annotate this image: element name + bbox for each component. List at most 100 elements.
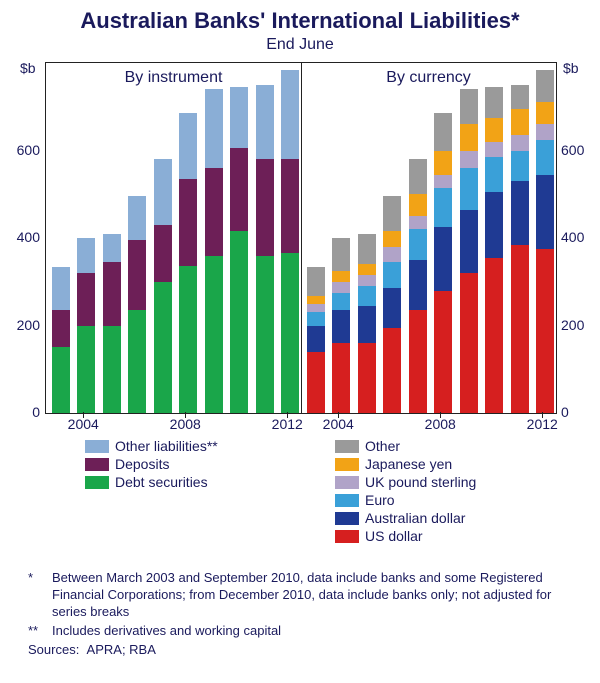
bar-segment <box>434 188 452 227</box>
bar-segment <box>52 310 70 347</box>
bar-segment <box>358 234 376 265</box>
bar-segment <box>128 196 146 240</box>
bar-segment <box>205 89 223 168</box>
bar-segment <box>409 216 427 229</box>
bar-segment <box>154 225 172 282</box>
bar-segment <box>332 310 350 343</box>
y-tick-label: 0 <box>8 404 40 420</box>
bar-segment <box>103 326 121 414</box>
bar-segment <box>536 140 554 175</box>
bar-segment <box>409 194 427 216</box>
legend-swatch <box>335 458 359 471</box>
bar-segment <box>511 151 529 182</box>
bar-segment <box>434 175 452 188</box>
y-tick-label: 200 <box>561 317 600 333</box>
bar-segment <box>154 159 172 225</box>
x-tick-label: 2012 <box>517 416 567 432</box>
bar-segment <box>128 240 146 310</box>
bar-segment <box>179 113 197 179</box>
bar-segment <box>536 249 554 413</box>
legend-swatch <box>335 440 359 453</box>
chart-subtitle: End June <box>0 36 600 54</box>
bar-segment <box>358 306 376 343</box>
bar-segment <box>383 196 401 231</box>
bar-segment <box>256 256 274 414</box>
legend-item: UK pound sterling <box>335 474 476 490</box>
bar-segment <box>511 245 529 413</box>
bar-segment <box>128 310 146 413</box>
legend-label: Other <box>365 438 400 454</box>
bar-segment <box>536 175 554 249</box>
legend-swatch <box>335 476 359 489</box>
legend-item: Debt securities <box>85 474 218 490</box>
bar-segment <box>205 256 223 414</box>
y-tick-label: 600 <box>8 142 40 158</box>
bar-segment <box>536 124 554 139</box>
legend-swatch <box>335 530 359 543</box>
chart-container: Australian Banks' International Liabilit… <box>0 0 600 683</box>
bar-segment <box>485 258 503 413</box>
bar-segment <box>383 247 401 262</box>
bar-segment <box>434 151 452 175</box>
legend-item: Japanese yen <box>335 456 476 472</box>
bar-segment <box>434 291 452 414</box>
bar-segment <box>256 159 274 255</box>
bar-segment <box>281 253 299 413</box>
bar-segment <box>460 273 478 413</box>
sources: Sources: APRA; RBA <box>28 642 578 659</box>
bar-segment <box>307 326 325 352</box>
y-tick-label: 400 <box>8 229 40 245</box>
bar-segment <box>460 124 478 150</box>
bar-segment <box>383 262 401 288</box>
y-axis-label-right: $b <box>563 60 579 76</box>
legend-swatch <box>85 476 109 489</box>
bar-segment <box>358 275 376 286</box>
legend-item: Other liabilities** <box>85 438 218 454</box>
y-tick-label: 200 <box>8 317 40 333</box>
bar-segment <box>409 159 427 194</box>
y-tick-label: 400 <box>561 229 600 245</box>
legend-item: US dollar <box>335 528 476 544</box>
bar-segment <box>409 229 427 260</box>
legend-label: US dollar <box>365 528 423 544</box>
legend-swatch <box>85 440 109 453</box>
bar-segment <box>230 87 248 148</box>
x-tick-label: 2012 <box>262 416 312 432</box>
bar-segment <box>536 102 554 124</box>
legend-by-currency: OtherJapanese yenUK pound sterlingEuroAu… <box>335 438 476 546</box>
bar-segment <box>281 70 299 160</box>
bar-segment <box>332 238 350 271</box>
legend-label: Debt securities <box>115 474 208 490</box>
bar-segment <box>307 296 325 304</box>
bar-segment <box>460 210 478 273</box>
x-tick-label: 2004 <box>58 416 108 432</box>
bar-segment <box>307 312 325 325</box>
bar-segment <box>460 168 478 210</box>
bar-segment <box>485 192 503 258</box>
legend-item: Other <box>335 438 476 454</box>
sources-text: APRA; RBA <box>87 642 156 657</box>
bar-segment <box>536 70 554 103</box>
bar-segment <box>103 234 121 262</box>
legend-label: Euro <box>365 492 395 508</box>
x-tick-label: 2008 <box>160 416 210 432</box>
legend-label: UK pound sterling <box>365 474 476 490</box>
bar-segment <box>511 135 529 150</box>
legend-item: Deposits <box>85 456 218 472</box>
bar-segment <box>179 179 197 267</box>
bar-segment <box>307 304 325 313</box>
bar-segment <box>332 293 350 311</box>
bar-segment <box>332 343 350 413</box>
bar-segment <box>358 343 376 413</box>
bar-segment <box>358 264 376 275</box>
bar-segment <box>205 168 223 256</box>
bar-segment <box>383 328 401 413</box>
footnote: **Includes derivatives and working capit… <box>28 623 578 640</box>
bar-segment <box>485 118 503 142</box>
y-tick-label: 600 <box>561 142 600 158</box>
bar-segment <box>511 181 529 244</box>
bar-segment <box>434 227 452 290</box>
bar-segment <box>460 151 478 169</box>
bar-segment <box>460 89 478 124</box>
bar-segment <box>383 231 401 246</box>
